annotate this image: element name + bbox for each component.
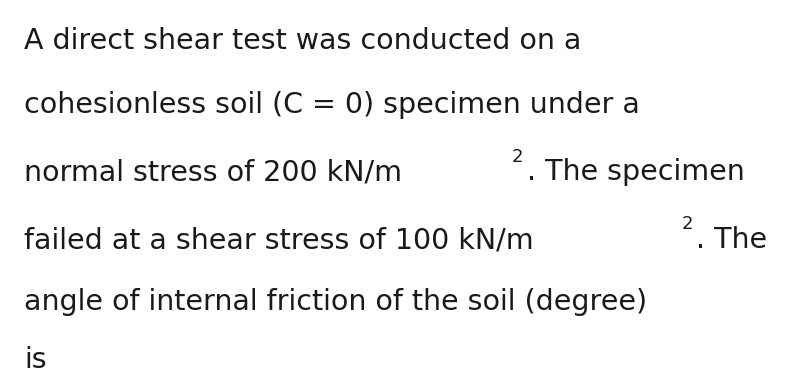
Text: A direct shear test was conducted on a: A direct shear test was conducted on a [24, 27, 582, 55]
Text: angle of internal friction of the soil (degree): angle of internal friction of the soil (… [24, 288, 647, 316]
Text: 2: 2 [682, 215, 693, 233]
Text: normal stress of 200 kN/m: normal stress of 200 kN/m [24, 158, 402, 186]
Text: failed at a shear stress of 100 kN/m: failed at a shear stress of 100 kN/m [24, 226, 534, 254]
Text: . The: . The [697, 226, 767, 254]
Text: cohesionless soil (C = 0) specimen under a: cohesionless soil (C = 0) specimen under… [24, 91, 640, 119]
Text: is: is [24, 346, 46, 374]
Text: 2: 2 [512, 148, 523, 166]
Text: . The specimen: . The specimen [526, 158, 744, 186]
